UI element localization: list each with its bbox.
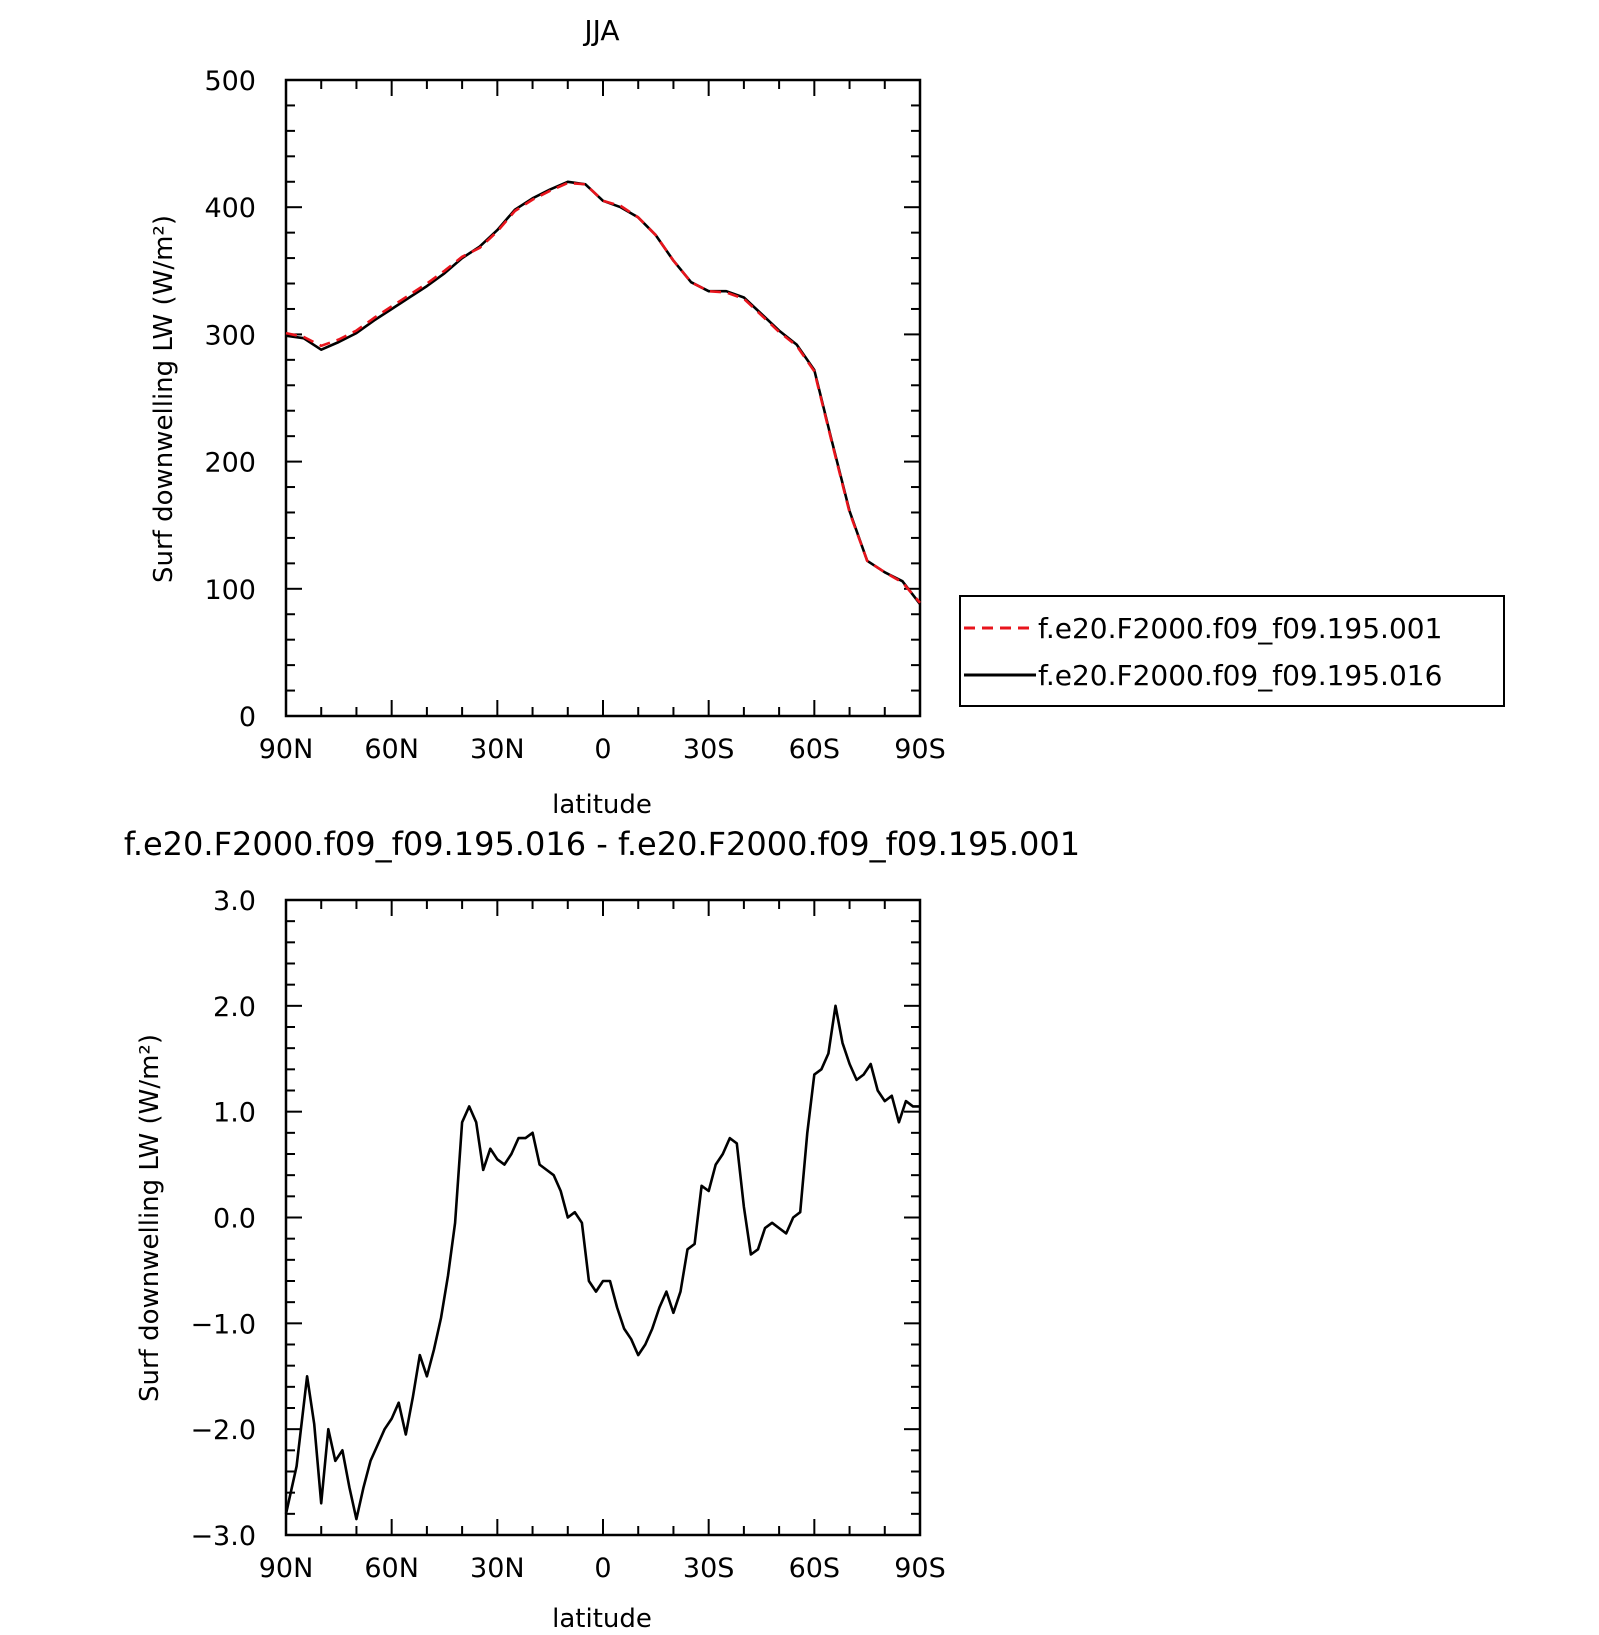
x-tick-label: 90S	[894, 1553, 946, 1584]
x-tick-label: 30S	[683, 734, 735, 765]
y-tick-label: 3.0	[213, 886, 256, 917]
top-chart-series	[285, 180, 922, 605]
x-tick-label: 30S	[683, 1553, 735, 1584]
x-tick-label: 30N	[470, 1553, 525, 1584]
y-tick-label: 500	[204, 66, 256, 97]
x-tick-label: 60S	[789, 734, 841, 765]
x-tick-label: 90N	[259, 734, 314, 765]
y-tick-label: 400	[204, 193, 256, 224]
bottom-chart-series	[284, 1004, 920, 1521]
y-tick-label: −3.0	[190, 1521, 256, 1552]
y-tick-label: 300	[204, 320, 256, 351]
bottom-chart-axes	[284, 898, 922, 1537]
x-tick-label: 30N	[470, 734, 525, 765]
legend-entry-1: f.e20.F2000.f09_f09.195.001	[1038, 612, 1442, 645]
bottom-chart-title: f.e20.F2000.f09_f09.195.016 - f.e20.F200…	[124, 825, 1080, 863]
top-chart-y-axis-label: Surf downwelling LW (W/m²)	[149, 215, 179, 583]
top-chart: JJA 90N 60N 30N 0 30S 60S 90S0100200300400500 …	[149, 14, 1505, 820]
top-chart-axes	[284, 78, 922, 718]
bottom-chart-x-axis-label: latitude	[552, 1604, 652, 1634]
y-tick-label: −2.0	[190, 1415, 256, 1446]
top-chart-x-axis-label: latitude	[552, 790, 652, 820]
y-tick-label: −1.0	[190, 1309, 256, 1340]
plot-frame	[284, 78, 922, 718]
y-tick-label: 200	[204, 448, 256, 479]
y-tick-label: 2.0	[213, 992, 256, 1023]
x-tick-label: 60S	[789, 1553, 841, 1584]
y-tick-label: 0	[239, 702, 256, 733]
top-chart-title: JJA	[582, 14, 619, 47]
x-tick-label: 60N	[364, 734, 419, 765]
bottom-chart: f.e20.F2000.f09_f09.195.016 - f.e20.F200…	[124, 825, 1080, 1634]
bottom-chart-tick-labels: 90N 60N 30N 0 30S 60S 90S −3.0 −2.0 −1.0 0.0 1.0 2.0…	[190, 886, 945, 1584]
series-line-1	[285, 181, 921, 604]
top-chart-legend: f.e20.F2000.f09_f09.195.001 f.e20.F2000.…	[959, 595, 1505, 707]
y-tick-label: 100	[204, 575, 256, 606]
y-tick-label: 0.0	[213, 1204, 256, 1235]
x-tick-label: 0	[594, 1553, 611, 1584]
x-tick-label: 0	[594, 734, 611, 765]
top-chart-tick-labels: 90N 60N 30N 0 30S 60S 90S 0 100 200 300 400 500	[204, 66, 945, 765]
bottom-chart-y-axis-label: Surf downwelling LW (W/m²)	[135, 1034, 165, 1402]
legend-entry-2: f.e20.F2000.f09_f09.195.016	[1038, 659, 1442, 692]
y-tick-label: 1.0	[213, 1098, 256, 1129]
series-line-2	[285, 180, 922, 605]
x-tick-label: 60N	[364, 1553, 419, 1584]
series-line-1	[284, 1004, 920, 1521]
x-tick-label: 90S	[894, 734, 946, 765]
legend-box	[959, 595, 1505, 707]
x-tick-label: 90N	[259, 1553, 314, 1584]
